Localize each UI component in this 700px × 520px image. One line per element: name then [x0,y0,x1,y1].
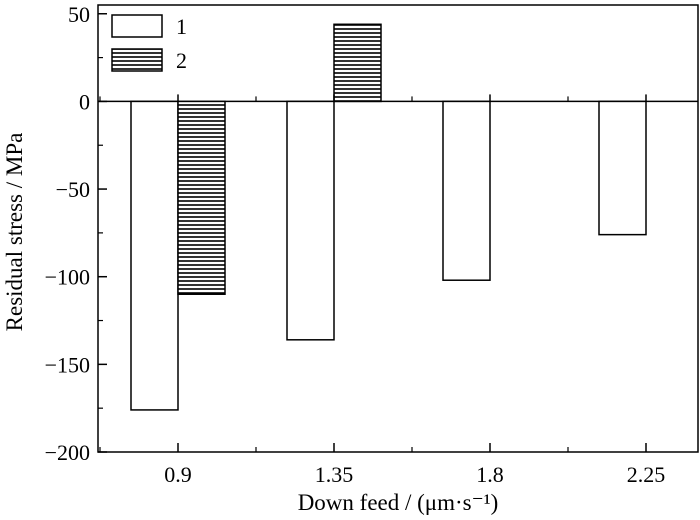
y-axis-ticks: 50 0 −50 −100 −150 −200 [45,2,107,465]
y-tick-label: 50 [68,2,90,27]
x-tick-label: 1.35 [315,462,354,487]
legend: 1 2 [111,14,187,73]
x-tick-label: 0.9 [164,462,192,487]
x-axis-ticks: 0.9 1.35 1.8 2.25 [99,94,666,487]
bar-series-1-1.35 [286,100,335,341]
bar-group [130,23,647,411]
y-axis-label: Residual stress / MPa [2,133,27,332]
x-axis-label: Down feed / (μm·s⁻¹) [298,490,499,515]
bar-series-1-0.9 [130,100,179,411]
bar-series-2-0.9 [177,100,226,295]
bar-series-2-1.35 [333,23,382,103]
legend-label-series-1: 1 [176,14,187,39]
legend-label-series-2: 2 [176,48,187,73]
x-tick-label: 2.25 [627,462,666,487]
plot-frame [97,4,699,453]
y-tick-label: −200 [45,440,90,465]
legend-swatch-series-2 [111,48,163,72]
y-tick-label: −150 [45,352,90,377]
y-tick-label: −100 [45,265,90,290]
x-tick-label: 1.8 [476,462,504,487]
bar-series-1-1.8 [442,100,491,281]
y-tick-label: −50 [56,177,90,202]
y-tick-label: 0 [79,89,90,114]
bar-series-1-2.25 [598,100,647,236]
legend-swatch-series-1 [111,14,163,38]
